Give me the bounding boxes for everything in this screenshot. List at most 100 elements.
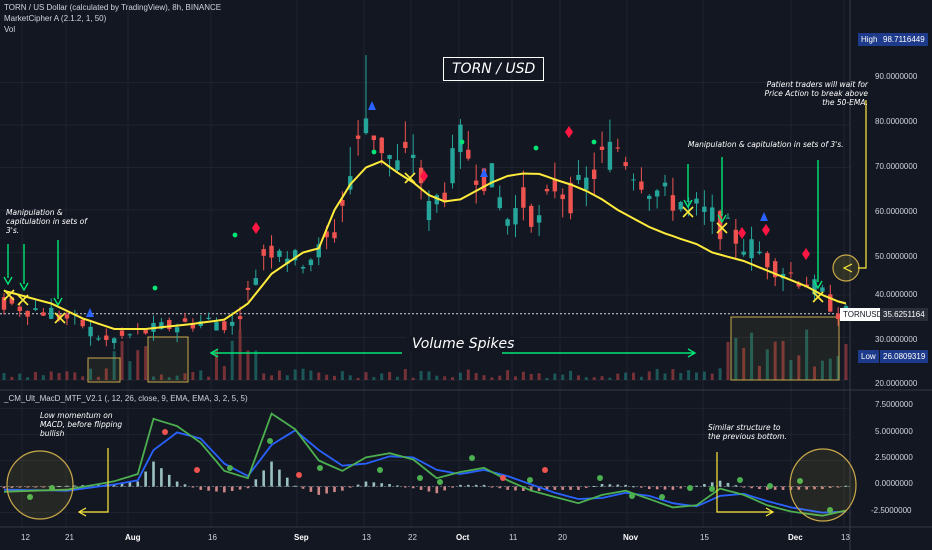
candle-body bbox=[41, 312, 46, 316]
volume-bar bbox=[18, 373, 22, 380]
similar-connector bbox=[716, 452, 772, 513]
macd-histogram-bar bbox=[514, 486, 517, 491]
macd-cross-dot bbox=[687, 485, 693, 491]
macd-cross-dot bbox=[469, 455, 475, 461]
candle-body bbox=[513, 208, 518, 225]
macd-histogram-bar bbox=[341, 486, 344, 491]
macd-histogram-bar bbox=[167, 474, 171, 487]
time-tick: 15 bbox=[700, 533, 709, 542]
macd-histogram-bar bbox=[671, 486, 675, 490]
macd-histogram-bar bbox=[600, 484, 604, 487]
volume-bar bbox=[333, 375, 337, 380]
symbol-price-label: TORNUSD bbox=[840, 308, 886, 321]
candle-body bbox=[835, 313, 841, 320]
price-tick: 90.0000000 bbox=[875, 72, 918, 81]
macd-histogram-bar bbox=[333, 486, 336, 493]
macd-histogram-bar bbox=[372, 482, 376, 487]
macd-histogram-bar bbox=[160, 468, 163, 487]
macd-histogram-bar bbox=[758, 486, 761, 490]
candle-body bbox=[379, 137, 384, 154]
macd-histogram-bar bbox=[585, 486, 588, 488]
chart-title-annotation: TORN / USD bbox=[443, 57, 545, 81]
candle-body bbox=[245, 287, 251, 290]
patient-connector-head bbox=[842, 263, 853, 273]
macd-histogram-bar bbox=[388, 484, 391, 487]
patient-connector bbox=[858, 100, 867, 269]
candle-body bbox=[426, 200, 432, 221]
candle-body bbox=[686, 200, 691, 202]
macd-histogram-bar bbox=[742, 486, 746, 488]
last-price-value: 35.6251164 bbox=[880, 308, 928, 321]
highlight-circle bbox=[832, 254, 860, 282]
macd-histogram-bar bbox=[128, 482, 132, 487]
macd-histogram-bar bbox=[828, 486, 832, 488]
volume-bar bbox=[813, 366, 817, 380]
volume-bar bbox=[246, 350, 250, 380]
candle-body bbox=[466, 149, 471, 159]
volume-bar bbox=[388, 372, 392, 380]
macd-histogram-bar bbox=[18, 486, 22, 488]
candle-body bbox=[111, 338, 117, 343]
indicator-legend-volume[interactable]: Vol bbox=[4, 25, 16, 34]
symbol-legend[interactable]: TORN / US Dollar (calculated by TradingV… bbox=[4, 3, 222, 12]
macd-histogram-bar bbox=[10, 486, 14, 488]
macd-histogram-bar bbox=[655, 486, 659, 490]
cross-marker bbox=[54, 312, 66, 324]
candle-body bbox=[292, 250, 298, 261]
volume-bar bbox=[789, 359, 793, 380]
macd-histogram-bar bbox=[459, 484, 462, 487]
price-tick: 70.0000000 bbox=[875, 162, 918, 171]
macd-cross-dot bbox=[417, 475, 423, 481]
macd-histogram-bar bbox=[144, 471, 147, 487]
candle-body bbox=[410, 154, 416, 158]
candle-body bbox=[772, 261, 778, 278]
volume-bar bbox=[57, 373, 61, 380]
macd-histogram-bar bbox=[663, 486, 667, 490]
time-tick: 21 bbox=[65, 533, 74, 542]
arrow-head bbox=[683, 199, 693, 209]
volume-bar bbox=[616, 373, 620, 380]
macd-histogram-bar bbox=[553, 486, 557, 490]
buy-dot bbox=[533, 145, 539, 151]
macd-tick: 0.0000000 bbox=[875, 479, 913, 488]
macd-histogram-bar bbox=[710, 482, 714, 487]
macd-histogram-bar bbox=[301, 486, 305, 489]
macd-histogram-bar bbox=[34, 486, 37, 488]
volume-bar bbox=[159, 374, 163, 380]
candle-body bbox=[190, 323, 196, 329]
indicator-legend-macd[interactable]: _CM_Ult_MacD_MTF_V2.1 (, 12, 26, close, … bbox=[4, 394, 248, 403]
macd-cross-dot bbox=[737, 477, 743, 483]
candle-body bbox=[639, 181, 644, 190]
macd-tick: 2.5000000 bbox=[875, 453, 913, 462]
volume-bar bbox=[325, 374, 329, 380]
volume-bar bbox=[10, 376, 14, 380]
volume-bar bbox=[380, 373, 384, 380]
macd-histogram-bar bbox=[191, 486, 195, 488]
arrow-head bbox=[3, 276, 13, 286]
high-label: High bbox=[858, 33, 881, 46]
volume-bar bbox=[451, 377, 455, 380]
candle-body bbox=[80, 319, 85, 327]
cross-marker bbox=[17, 294, 29, 306]
macd-highlight-left bbox=[6, 450, 74, 520]
red-diamond-marker bbox=[420, 170, 428, 182]
volume-bar bbox=[828, 358, 832, 380]
macd-histogram-bar bbox=[215, 486, 218, 492]
cross-marker bbox=[3, 289, 15, 301]
volume-bar bbox=[277, 370, 281, 380]
indicator-legend-marketcipher[interactable]: MarketCipher A (2.1.2, 1, 50) bbox=[4, 14, 107, 23]
macd-cross-dot bbox=[767, 483, 773, 489]
volume-bar bbox=[435, 375, 439, 380]
candle-body bbox=[599, 146, 605, 150]
candle-body bbox=[710, 207, 715, 222]
macd-histogram-bar bbox=[773, 486, 777, 490]
candle-body bbox=[159, 322, 164, 329]
candle-body bbox=[316, 244, 321, 258]
volume-bar bbox=[529, 373, 533, 380]
macd-cross-dot bbox=[227, 465, 233, 471]
candle-body bbox=[88, 326, 93, 337]
candle-body bbox=[96, 338, 101, 340]
macd-cross-dot bbox=[27, 494, 33, 500]
